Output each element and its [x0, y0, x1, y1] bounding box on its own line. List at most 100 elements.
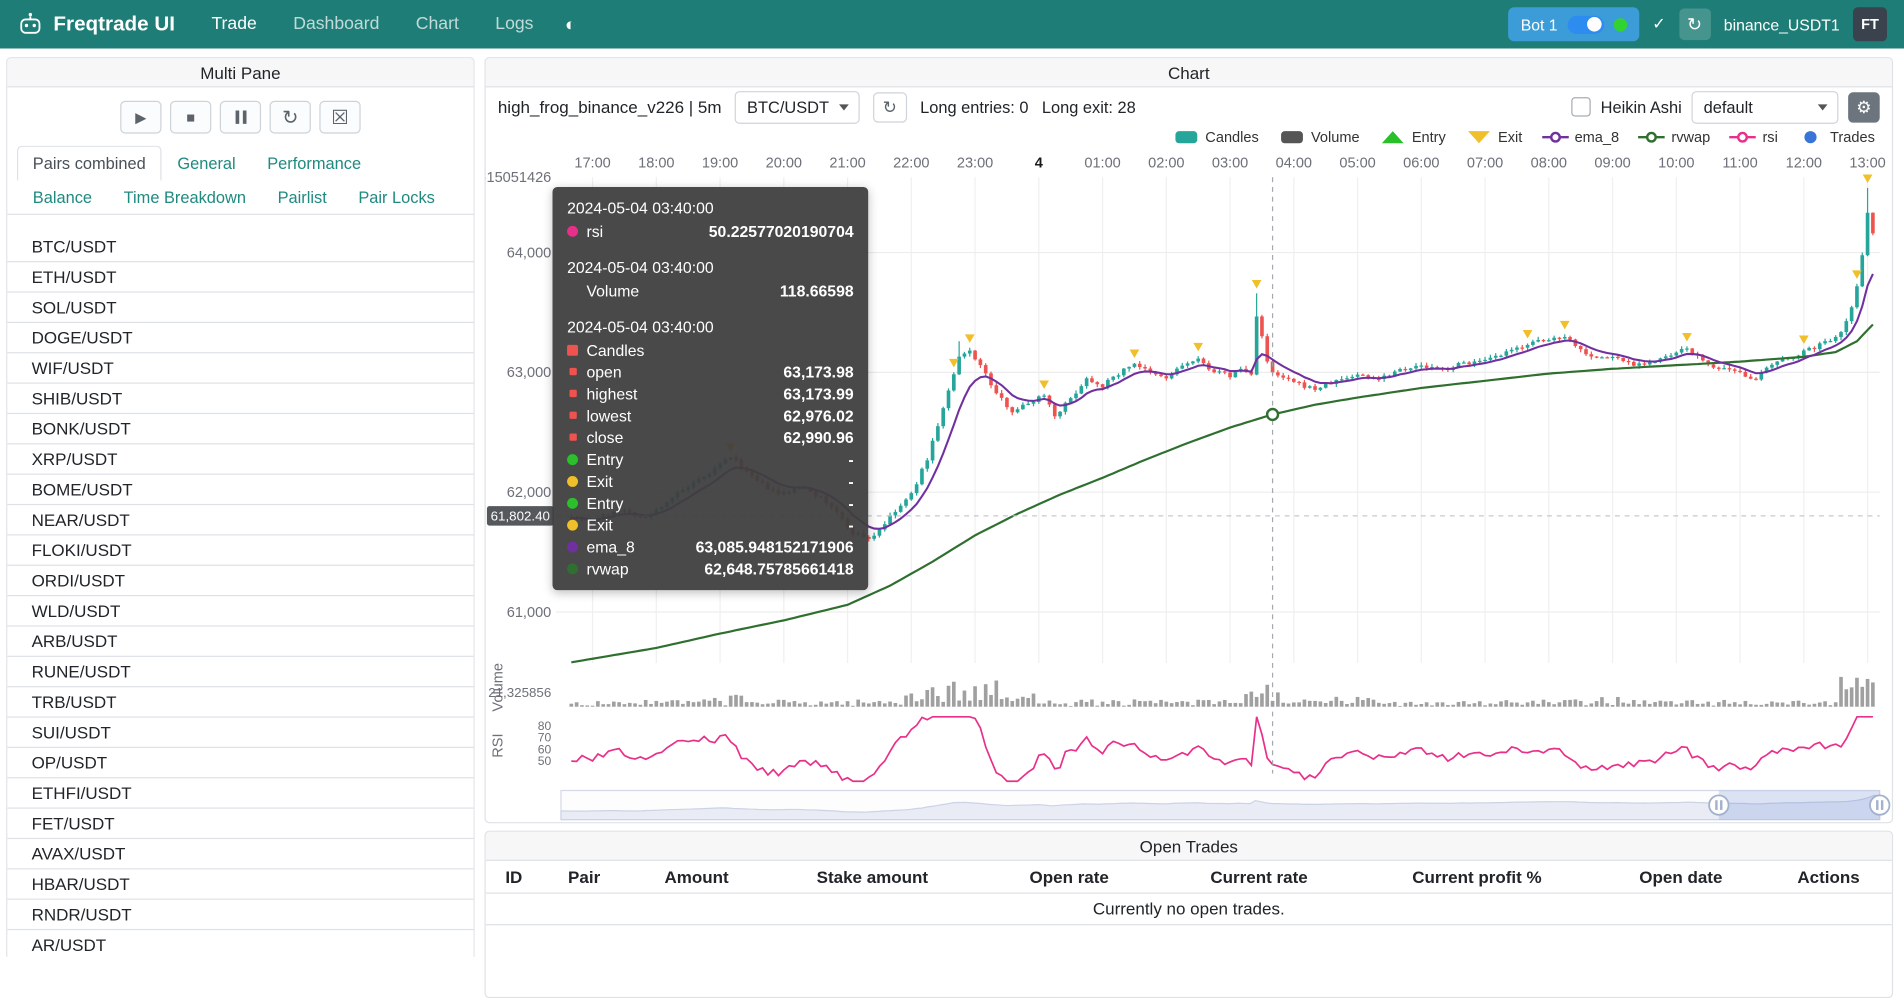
pair-list-item-fet-usdt[interactable]: FET/USDT	[7, 809, 474, 840]
user-avatar[interactable]: FT	[1853, 7, 1887, 42]
theme-toggle-icon[interactable]: ◐	[565, 13, 577, 35]
legend-item-volume[interactable]: Volume	[1278, 129, 1360, 146]
pair-list-item-wld-usdt[interactable]: WLD/USDT	[7, 596, 474, 627]
bot-selector-label: Bot 1	[1520, 15, 1558, 34]
tab-balance[interactable]: Balance	[32, 188, 93, 207]
legend-rvwap-label: rvwap	[1671, 128, 1711, 146]
svg-text:10:00: 10:00	[1658, 156, 1694, 172]
pair-list-item-trb-usdt[interactable]: TRB/USDT	[7, 687, 474, 718]
plot-settings-button[interactable]: ⚙	[1848, 91, 1880, 123]
tooltip-value: 62,976.02	[783, 406, 854, 425]
tooltip-label: Exit	[586, 471, 613, 490]
start-bot-button[interactable]: ▶	[120, 100, 162, 134]
svg-text:13:00: 13:00	[1849, 156, 1885, 172]
pair-list-item-hbar-usdt[interactable]: HBAR/USDT	[7, 869, 474, 900]
pair-list-item-eth-usdt[interactable]: ETH/USDT	[7, 262, 474, 293]
pair-list-item-floki-usdt[interactable]: FLOKI/USDT	[7, 536, 474, 566]
legend-item-exit[interactable]: Exit	[1465, 129, 1522, 146]
column-header-id: ID	[505, 867, 523, 887]
tooltip-row-close: close 62,990.96	[567, 426, 854, 448]
tab-pairs-combined[interactable]: Pairs combined	[17, 145, 162, 181]
tooltip-marker-rvwap	[567, 562, 578, 574]
svg-text:20:00: 20:00	[766, 156, 802, 172]
legend-item-trades[interactable]: Trades	[1797, 129, 1875, 146]
bot-selector[interactable]: Bot 1	[1508, 7, 1639, 42]
nav-link-chart[interactable]: Chart	[415, 14, 459, 34]
svg-text:70: 70	[538, 731, 552, 745]
pair-list-item-ethfi-usdt[interactable]: ETHFI/USDT	[7, 778, 474, 809]
pair-list-item-avax-usdt[interactable]: AVAX/USDT	[7, 839, 474, 870]
svg-text:21:00: 21:00	[829, 156, 865, 172]
svg-text:05:00: 05:00	[1339, 156, 1375, 172]
chart-toolbar-right: Heikin Ashi default ⚙	[1571, 90, 1880, 124]
nav-link-dashboard[interactable]: Dashboard	[293, 14, 380, 34]
bot-toggle[interactable]	[1567, 15, 1604, 34]
cancel-open-orders-button[interactable]: ☒	[319, 100, 361, 134]
pair-list-item-ar-usdt[interactable]: AR/USDT	[7, 930, 473, 957]
tab-performance[interactable]: Performance	[267, 154, 362, 173]
pair-select[interactable]: BTC/USDT	[734, 90, 860, 124]
reload-bot-button[interactable]: ↻	[1678, 8, 1711, 41]
svg-text:22:00: 22:00	[893, 156, 929, 172]
pair-list-item-rune-usdt[interactable]: RUNE/USDT	[7, 657, 474, 688]
candlestick-chart[interactable]: 17:00 18:00 19:00 20:00 21:00 22:00 23:00 4 01:0…	[486, 148, 1892, 823]
svg-text:19:00: 19:00	[702, 156, 738, 172]
tab-general[interactable]: General	[177, 154, 236, 173]
data-zoom-handle-left[interactable]	[1708, 794, 1730, 816]
nav-link-logs[interactable]: Logs	[495, 14, 534, 34]
svg-text:08:00: 08:00	[1531, 156, 1567, 172]
legend-item-rsi[interactable]: rsi	[1729, 129, 1778, 146]
chart-toolbar: high_frog_binance_v226 | 5m BTC/USDT ↻ L…	[486, 87, 1892, 126]
legend-item-ema-8[interactable]: ema_8	[1541, 129, 1619, 146]
open-trades-title: Open Trades	[1139, 836, 1238, 856]
svg-text:18:00: 18:00	[638, 156, 674, 172]
pair-list-item-arb-usdt[interactable]: ARB/USDT	[7, 627, 474, 657]
legend-item-candles[interactable]: Candles	[1173, 129, 1259, 146]
pair-list-item-bome-usdt[interactable]: BOME/USDT	[7, 475, 474, 506]
pair-list-item-doge-usdt[interactable]: DOGE/USDT	[7, 323, 474, 354]
nav-link-trade[interactable]: Trade	[211, 14, 257, 34]
tab-pair-locks[interactable]: Pair Locks	[358, 188, 435, 207]
legend-exit-label: Exit	[1498, 128, 1523, 146]
svg-text:12:00: 12:00	[1786, 156, 1822, 172]
chart-area[interactable]: 17:00 18:00 19:00 20:00 21:00 22:00 23:00 4 01:0…	[486, 148, 1892, 823]
pair-list-item-btc-usdt[interactable]: BTC/USDT	[7, 232, 474, 263]
main-content: Multi Pane ▶ ■ ↻ ☒ Pairs combined General Per…	[0, 48, 1904, 998]
pair-list-item-rndr-usdt[interactable]: RNDR/USDT	[7, 900, 474, 931]
pair-list-item-near-usdt[interactable]: NEAR/USDT	[7, 505, 474, 536]
legend-entry-icon	[1379, 130, 1406, 145]
pair-list-item-wif-usdt[interactable]: WIF/USDT	[7, 353, 474, 384]
tooltip-value: 118.66598	[779, 281, 854, 300]
tooltip-label: Volume	[586, 281, 640, 300]
tab-pairlist[interactable]: Pairlist	[277, 188, 327, 207]
legend-rvwap-icon	[1638, 130, 1666, 145]
tooltip-value: 50.22577020190704	[708, 221, 854, 240]
tooltip-row-ema-8: ema_8 63,085.948152171906	[567, 536, 854, 558]
plot-config-select[interactable]: default	[1691, 90, 1839, 124]
tooltip-label: Candles	[586, 340, 645, 359]
pair-list-item-op-usdt[interactable]: OP/USDT	[7, 748, 474, 779]
pair-list-item-bonk-usdt[interactable]: BONK/USDT	[7, 414, 474, 445]
legend-item-rvwap[interactable]: rvwap	[1638, 128, 1711, 146]
tooltip-row-entry: Entry -	[567, 492, 854, 514]
open-trades-columns: ID Pair Amount Stake amount Open rate Current…	[485, 861, 1892, 894]
pair-list-item-sui-usdt[interactable]: SUI/USDT	[7, 718, 474, 748]
tab-time-breakdown[interactable]: Time Breakdown	[123, 188, 247, 207]
tooltip-label: Exit	[586, 515, 613, 534]
pair-list-item-sol-usdt[interactable]: SOL/USDT	[7, 293, 474, 323]
brand[interactable]: Freqtrade UI	[17, 11, 175, 38]
pair-list-item-ordi-usdt[interactable]: ORDI/USDT	[7, 566, 474, 597]
stop-bot-button[interactable]: ■	[170, 100, 212, 134]
data-zoom-slider[interactable]	[560, 789, 1891, 821]
pair-list-item-xrp-usdt[interactable]: XRP/USDT	[7, 444, 474, 475]
heikin-ashi-checkbox[interactable]	[1571, 97, 1591, 117]
pair-list-item-shib-usdt[interactable]: SHIB/USDT	[7, 384, 474, 415]
reload-config-button[interactable]: ↻	[269, 100, 311, 134]
tooltip-row-candles: Candles	[567, 339, 854, 361]
refresh-chart-button[interactable]: ↻	[872, 91, 907, 123]
svg-text:60: 60	[538, 742, 552, 756]
legend-item-entry[interactable]: Entry	[1379, 129, 1446, 146]
pause-bot-button[interactable]	[219, 100, 262, 134]
data-zoom-handle-right[interactable]	[1869, 794, 1891, 816]
